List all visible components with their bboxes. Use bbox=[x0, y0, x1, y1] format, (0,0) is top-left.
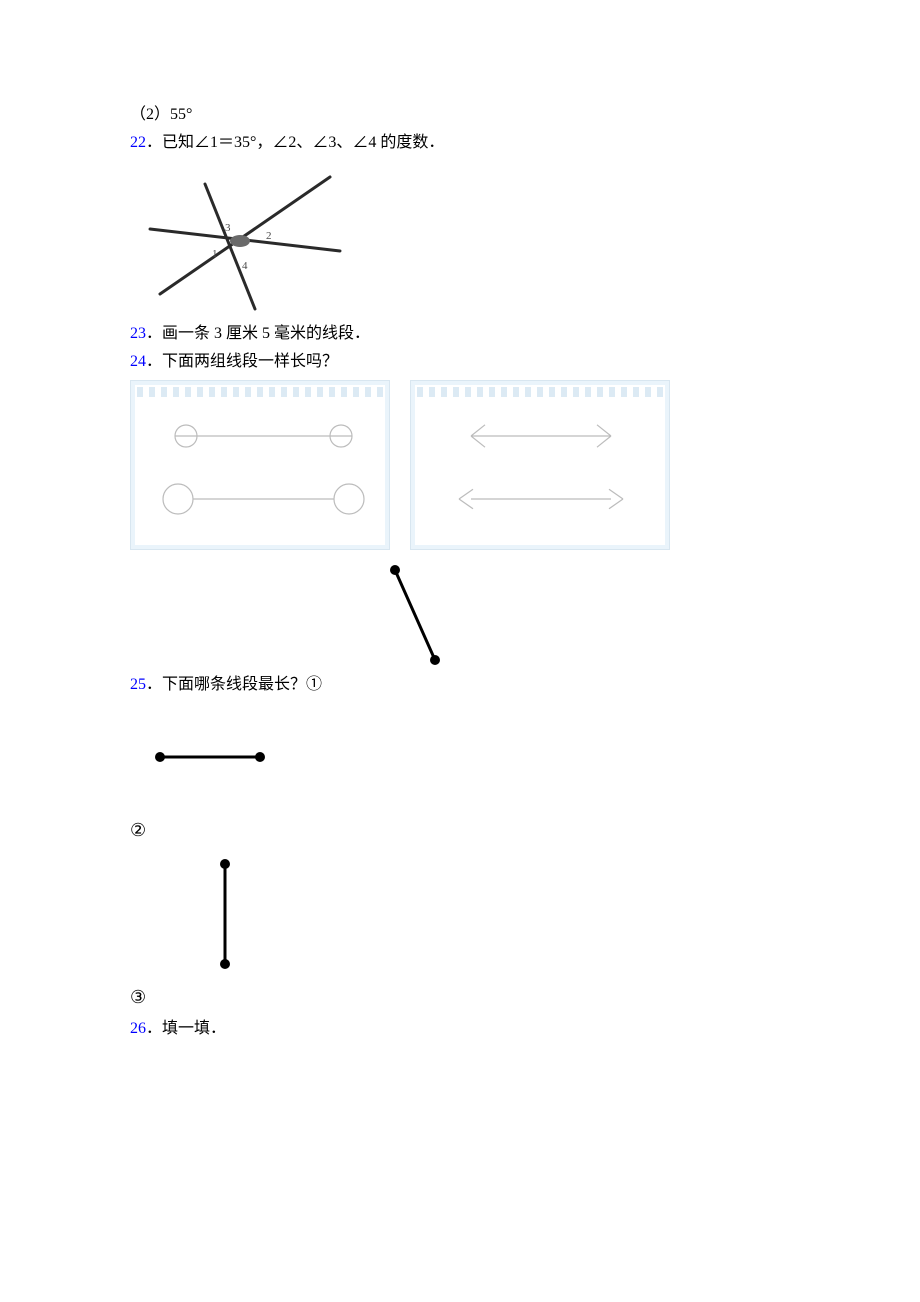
q24-left-diagram bbox=[131, 381, 391, 551]
q22-diagram: 3 2 1 4 bbox=[130, 159, 350, 319]
q23-number: 23 bbox=[130, 325, 146, 342]
svg-text:1: 1 bbox=[212, 248, 218, 260]
q24-line: 24．下面两组线段一样长吗？ bbox=[130, 349, 790, 375]
q21-sub2: （2）55° bbox=[130, 102, 790, 128]
q26-text: ．填一填． bbox=[146, 1020, 226, 1037]
q21-sub2-label: （2）55° bbox=[130, 106, 192, 123]
q25-segment-1 bbox=[280, 560, 500, 670]
q26-line: 26．填一填． bbox=[130, 1016, 790, 1042]
q25-label3: ③ bbox=[130, 983, 790, 1012]
q25-label2: ② bbox=[130, 816, 790, 845]
q24-panels bbox=[130, 380, 790, 550]
q24-right-panel bbox=[410, 380, 670, 550]
page-content: （2）55° 22．已知∠1＝35°，∠2、∠3、∠4 的度数． 3 2 1 4 23… bbox=[0, 0, 920, 1243]
q23-line: 23．画一条 3 厘米 5 毫米的线段． bbox=[130, 321, 790, 347]
panel-hatch bbox=[417, 387, 663, 397]
q25-line: 25．下面哪条线段最长？① bbox=[130, 672, 790, 698]
q22-line: 22．已知∠1＝35°，∠2、∠3、∠4 的度数． bbox=[130, 130, 790, 156]
q25-segment-3 bbox=[130, 849, 330, 979]
q24-left-panel bbox=[130, 380, 390, 550]
q25-number: 25 bbox=[130, 676, 146, 693]
q25-seg3-figure bbox=[130, 849, 790, 979]
svg-text:3: 3 bbox=[225, 222, 231, 234]
q25-text: ．下面哪条线段最长？① bbox=[146, 676, 322, 693]
q25-seg1-figure bbox=[280, 560, 790, 670]
q24-number: 24 bbox=[130, 353, 146, 370]
q22-number: 22 bbox=[130, 134, 146, 151]
q25-seg2-figure bbox=[130, 702, 790, 812]
panel-hatch bbox=[137, 387, 383, 397]
svg-text:4: 4 bbox=[242, 260, 248, 272]
q24-text: ．下面两组线段一样长吗？ bbox=[146, 353, 338, 370]
q22-text: ．已知∠1＝35°，∠2、∠3、∠4 的度数． bbox=[146, 134, 444, 151]
svg-text:2: 2 bbox=[266, 230, 272, 242]
q26-number: 26 bbox=[130, 1020, 146, 1037]
q24-right-diagram bbox=[411, 381, 671, 551]
q22-figure: 3 2 1 4 bbox=[130, 159, 790, 319]
q25-segment-2 bbox=[130, 702, 330, 812]
q23-text: ．画一条 3 厘米 5 毫米的线段． bbox=[146, 325, 370, 342]
